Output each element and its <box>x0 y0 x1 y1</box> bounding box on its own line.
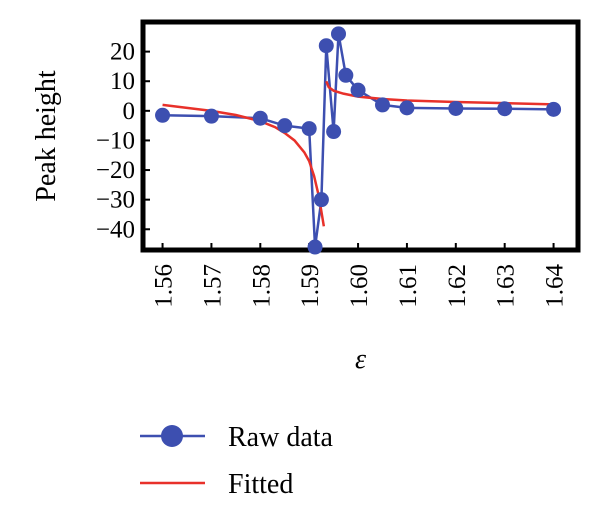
x-axis-title: ε <box>355 344 366 375</box>
y-tick-label: 0 <box>123 98 136 125</box>
raw-data-point <box>497 101 513 117</box>
raw-data-point <box>326 124 342 140</box>
y-tick-label: −10 <box>96 127 135 154</box>
x-tick-label: 1.61 <box>395 264 422 308</box>
x-tick-label: 1.59 <box>297 264 324 308</box>
raw-data-point <box>399 100 415 116</box>
y-axis-title: Peak height <box>31 70 62 202</box>
raw-data-point <box>331 26 347 42</box>
legend-marker-raw-data <box>161 425 183 447</box>
x-tick-label: 1.64 <box>542 264 569 308</box>
y-tick-label: −20 <box>96 157 135 184</box>
y-tick-label: −30 <box>96 187 135 214</box>
raw-data-point <box>307 239 323 255</box>
x-tick-label: 1.63 <box>493 264 520 308</box>
fitted-line-segment-2 <box>325 80 554 106</box>
series-layer <box>162 33 554 248</box>
fitted-line-segment-1 <box>162 103 326 227</box>
raw-data-markers <box>155 26 562 255</box>
y-tick-label: 10 <box>110 68 135 95</box>
x-tick-group: 1.56 1.57 1.58 1.59 1.60 1.61 1.62 1.63 1.64 <box>151 243 569 308</box>
plot-frame <box>140 19 581 253</box>
legend-label-fitted: Fitted <box>228 469 293 500</box>
y-tick-label: −40 <box>96 216 135 243</box>
y-tick-label: 20 <box>110 39 135 66</box>
raw-data-point <box>318 38 334 54</box>
raw-data-point <box>350 82 366 98</box>
raw-data-point <box>277 118 293 134</box>
raw-data-point <box>252 110 268 126</box>
x-tick-label: 1.62 <box>444 264 471 308</box>
raw-data-point <box>313 192 329 208</box>
x-tick-label: 1.58 <box>248 264 275 308</box>
x-tick-label: 1.60 <box>346 264 373 308</box>
raw-data-point <box>301 121 317 137</box>
raw-data-point <box>155 107 171 123</box>
raw-data-point <box>546 101 562 117</box>
raw-data-line <box>162 33 554 248</box>
raw-data-point <box>374 97 390 113</box>
raw-data-point <box>338 67 354 83</box>
raw-data-point <box>203 108 219 124</box>
x-tick-label: 1.57 <box>199 264 226 308</box>
legend: Raw data Fitted <box>140 422 334 500</box>
legend-label-raw-data: Raw data <box>228 422 334 453</box>
x-tick-label: 1.56 <box>151 264 178 308</box>
raw-data-point <box>448 100 464 116</box>
